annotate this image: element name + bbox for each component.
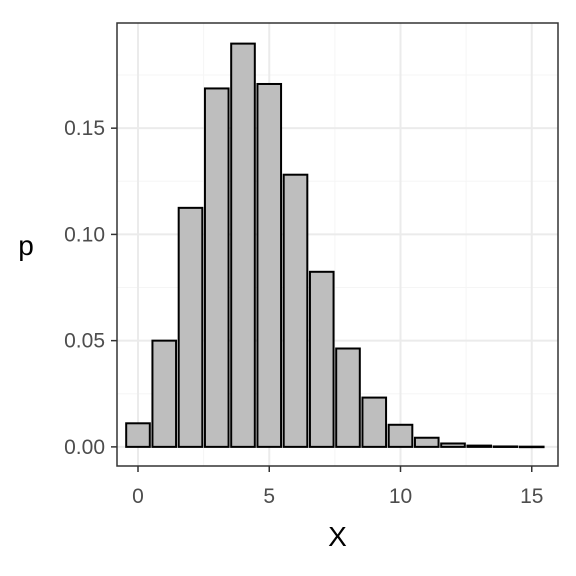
bar-x-3 (203, 87, 230, 448)
y-axis-title: p (18, 230, 34, 261)
bar-x-1 (151, 339, 178, 448)
x-tick-label: 5 (263, 485, 275, 508)
x-axis-title: X (328, 521, 347, 552)
bar-x-15 (518, 445, 545, 449)
x-axis: 0 5 10 15 (132, 466, 543, 508)
bar-x-6 (282, 173, 309, 448)
panel-border (116, 22, 559, 467)
y-tick-label: 0.00 (64, 436, 105, 459)
bar-x-14 (492, 445, 519, 448)
y-tick-label: 0.05 (64, 330, 105, 353)
bar-x-9 (361, 396, 388, 448)
x-tick-label: 0 (132, 485, 144, 508)
x-tick-label: 15 (520, 485, 543, 508)
bar-x-13 (466, 444, 493, 448)
y-tick-label: 0.10 (64, 223, 105, 246)
x-tick-label: 10 (389, 485, 412, 508)
bars (125, 42, 545, 449)
bar-x-4 (230, 42, 256, 448)
bar-x-10 (387, 423, 414, 448)
bar-x-8 (335, 347, 361, 448)
y-axis: 0.00 0.05 0.10 0.15 (64, 117, 117, 459)
bar-x-2 (177, 206, 204, 448)
bar-x-7 (308, 270, 335, 448)
bar-x-11 (413, 436, 440, 448)
bar-x-5 (256, 82, 283, 448)
bar-x-12 (440, 442, 466, 448)
y-tick-label: 0.15 (64, 117, 105, 140)
bar-x-0 (125, 422, 151, 448)
